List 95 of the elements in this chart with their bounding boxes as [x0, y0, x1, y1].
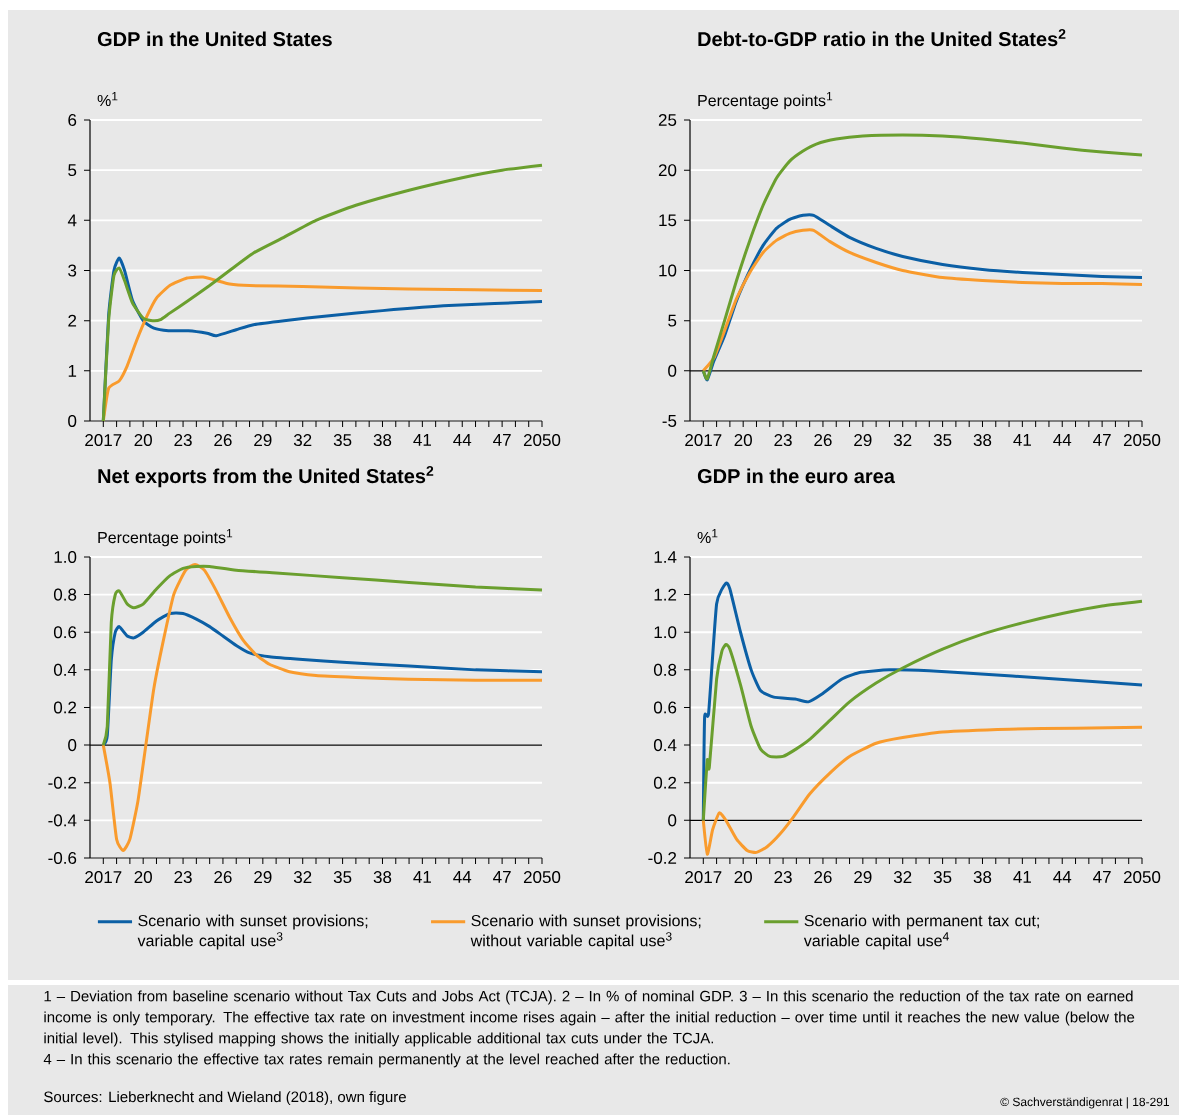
- y-tick-label: 0: [668, 814, 677, 827]
- y-tick-label: 6: [68, 114, 77, 127]
- x-tick-label: 26: [214, 871, 232, 884]
- x-tick-label: 29: [854, 434, 872, 447]
- y-axis-title: %$^{1}$: [97, 92, 118, 107]
- x-tick-label: 29: [254, 434, 272, 447]
- x-tick-label: 47: [493, 434, 511, 446]
- y-tick-label: 0.8: [53, 588, 77, 601]
- y-tick-label: -0.2: [648, 851, 677, 865]
- chart-title: GDP in the United States: [97, 31, 332, 47]
- x-tick-label: 2017: [85, 434, 122, 447]
- x-tick-label: 41: [1013, 871, 1031, 883]
- y-tick-label: -0.4: [48, 814, 77, 827]
- y-tick-label: 0.4: [653, 739, 677, 752]
- y-tick-label: 10: [659, 264, 677, 277]
- x-tick-label: 41: [413, 434, 431, 446]
- y-tick-label: 25: [658, 113, 677, 126]
- y-tick-label: 20: [658, 164, 677, 177]
- x-tick-label: 38: [373, 434, 392, 447]
- x-tick-label: 20: [734, 871, 752, 884]
- y-tick-label: 0.6: [53, 626, 77, 639]
- y-tick-label: 1.0: [54, 551, 77, 564]
- x-tick-label: 44: [453, 434, 472, 446]
- y-tick-label: 0.8: [653, 663, 677, 676]
- x-tick-label: 47: [1093, 871, 1111, 883]
- x-tick-label: 23: [774, 434, 792, 447]
- y-axis-title: Percentage points$^{1}$: [698, 92, 833, 110]
- x-tick-label: 2017: [85, 871, 122, 884]
- x-tick-label: 35: [333, 434, 352, 447]
- x-tick-label: 26: [214, 434, 232, 447]
- chart-title: Net exports from the United States$^{2}$: [98, 465, 434, 488]
- x-tick-label: 32: [293, 871, 312, 884]
- x-tick-label: 44: [453, 871, 472, 883]
- x-tick-label: 47: [493, 871, 511, 883]
- x-tick-label: 32: [893, 871, 912, 884]
- x-tick-label: 38: [373, 871, 392, 884]
- legend-label: Scenario with sunset provisions; variable capital use$^{3}$: [137, 914, 368, 950]
- x-tick-label: 23: [174, 434, 192, 447]
- y-tick-label: 1.0: [654, 626, 677, 639]
- y-tick-label: 5: [68, 164, 77, 177]
- y-tick-label: 0.2: [653, 776, 677, 789]
- x-tick-label: 20: [134, 871, 152, 884]
- x-tick-label: 38: [973, 871, 992, 884]
- y-tick-label: 3: [68, 264, 77, 277]
- chart-title: GDP in the euro area: [697, 468, 896, 484]
- x-tick-label: 41: [413, 871, 431, 883]
- text: © Sachverständigenrat | 18-291: [1000, 1097, 1169, 1109]
- text: 1 – Deviation from baseline scenario without Tax Cuts and Jobs Act (TCJA). 2 – In % of nominal GDP. 3 – In this scenario the reduction of the tax rate on earned income is only temporary. The effective tax rate on investment income rises again – after the initial reduction – over time until it reaches the new value (below the initial level). This stylised mapping shows the initially applicable additional tax cuts under the TCJA.: [44, 990, 1135, 1047]
- x-tick-label: 23: [174, 871, 192, 884]
- y-tick-label: -5: [662, 415, 677, 427]
- y-tick-label: 4: [67, 214, 77, 227]
- x-tick-label: 44: [1053, 434, 1072, 446]
- x-tick-label: 44: [1053, 871, 1072, 883]
- y-tick-label: 1.4: [654, 551, 677, 563]
- text: 4 – In this scenario the effective tax rates remain permanently at the level reached after the reduction.: [43, 1053, 730, 1068]
- x-tick-label: 38: [973, 434, 992, 447]
- source-note: Sources: Lieberknecht and Wieland (2018), own figure: [44, 1091, 406, 1106]
- y-tick-label: 0.2: [53, 701, 77, 714]
- y-tick-label: 0: [68, 414, 77, 427]
- x-tick-label: 32: [293, 434, 312, 447]
- y-tick-label: 15: [659, 214, 677, 227]
- y-tick-label: 0: [668, 364, 677, 377]
- x-tick-label: 2050: [523, 434, 561, 447]
- x-tick-label: 26: [814, 871, 832, 884]
- x-tick-label: 29: [254, 871, 272, 884]
- y-tick-label: 1.2: [654, 588, 677, 601]
- legend-label: Scenario with permanent tax cut; variable capital use$^{4}$: [803, 914, 1039, 950]
- x-tick-label: 35: [933, 434, 952, 447]
- y-tick-label: 0.4: [53, 663, 77, 676]
- x-tick-label: 41: [1013, 434, 1031, 446]
- x-tick-label: 32: [893, 434, 912, 447]
- x-tick-label: 47: [1093, 434, 1111, 446]
- y-tick-label: -0.6: [48, 852, 77, 865]
- x-tick-label: 2050: [523, 871, 561, 884]
- legend-label: Scenario with sunset provisions; without variable capital use$^{3}$: [470, 914, 701, 950]
- y-tick-label: 0.6: [653, 701, 677, 714]
- x-tick-label: 2050: [1123, 434, 1161, 447]
- y-axis-title: Percentage points$^{1}$: [98, 529, 233, 547]
- y-tick-label: 0: [68, 739, 77, 752]
- y-axis-title: %$^{1}$: [697, 529, 718, 544]
- y-tick-label: -0.2: [48, 776, 77, 789]
- y-tick-label: 2: [68, 314, 77, 327]
- x-tick-label: 2017: [685, 871, 722, 884]
- x-tick-label: 35: [933, 871, 952, 884]
- x-tick-label: 29: [854, 871, 872, 884]
- x-tick-label: 2017: [685, 434, 722, 447]
- x-tick-label: 20: [734, 434, 752, 447]
- x-tick-label: 2050: [1123, 871, 1161, 884]
- x-tick-label: 35: [333, 871, 352, 884]
- x-tick-label: 23: [774, 871, 792, 884]
- x-tick-label: 20: [134, 434, 152, 447]
- x-tick-label: 26: [814, 434, 832, 447]
- y-tick-label: 1: [68, 364, 77, 377]
- chart-title: Debt-to-GDP ratio in the United States$^{2}$: [698, 28, 1066, 47]
- y-tick-label: 5: [668, 314, 677, 327]
